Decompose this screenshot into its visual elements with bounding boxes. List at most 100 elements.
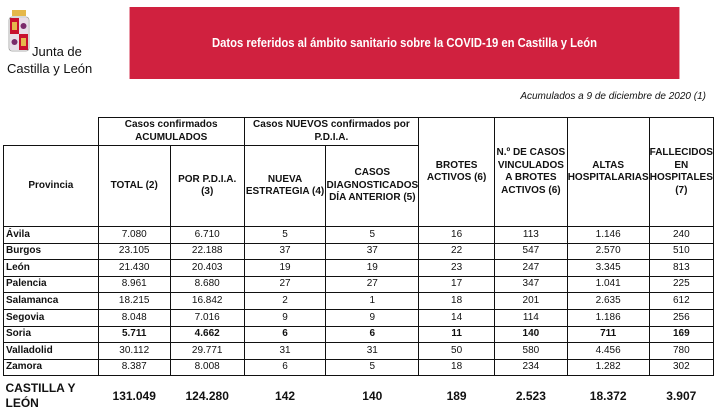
value-cell: 547 — [494, 242, 568, 261]
value-cell: 225 — [648, 275, 714, 294]
value-cell: 8.680 — [169, 275, 245, 294]
value-cell: 2.570 — [566, 242, 650, 261]
value-cell: 234 — [494, 358, 568, 377]
column-header: NUEVA ESTRATEGIA (4) — [243, 145, 327, 227]
province-cell: Salamanca — [3, 292, 99, 310]
value-cell: 16 — [418, 226, 496, 244]
value-cell: 31 — [243, 342, 327, 360]
value-cell: 7.080 — [97, 226, 171, 244]
value-cell: 17 — [418, 275, 496, 294]
value-cell: 201 — [494, 292, 568, 310]
table-row: Segovia 8.048 7.016 9 9 14 114 1.186 256 — [3, 308, 714, 327]
value-cell: 18.215 — [97, 292, 171, 310]
value-cell: 30.112 — [97, 342, 171, 360]
total-value: 142 — [275, 388, 296, 403]
value-cell: 29.771 — [169, 342, 245, 360]
column-header: POR P.D.I.A. (3) — [169, 145, 245, 227]
value-cell: 240 — [648, 226, 714, 244]
province-cell: Palencia — [3, 275, 99, 294]
province-cell: León — [3, 259, 99, 277]
value-cell: 4.456 — [566, 342, 650, 360]
value-cell: 21.430 — [97, 259, 171, 277]
value-cell: 19 — [243, 259, 327, 277]
value-cell: 16.842 — [169, 292, 245, 310]
column-header: BROTES ACTIVOS (6) — [418, 117, 496, 227]
value-cell: 2.635 — [566, 292, 650, 310]
total-value: 189 — [446, 388, 467, 403]
value-cell: 302 — [648, 358, 714, 377]
value-cell: 256 — [648, 308, 714, 327]
value-cell: 5 — [243, 226, 327, 244]
group-header-accumulated: Casos confirmados ACUMULADOS — [97, 117, 245, 146]
province-cell: Zamora — [3, 358, 99, 377]
province-cell: Burgos — [3, 242, 99, 261]
value-cell: 22.188 — [169, 242, 245, 261]
total-value: 140 — [362, 388, 383, 403]
value-cell: 23 — [418, 259, 496, 277]
total-value: 2.523 — [515, 388, 546, 403]
table-row: Zamora 8.387 8.008 6 5 18 234 1.282 302 — [3, 358, 714, 377]
column-header: ALTAS HOSPITALARIAS — [566, 117, 650, 227]
value-cell: 1.146 — [566, 226, 650, 244]
total-value: 124.280 — [185, 388, 229, 403]
value-cell: 8.008 — [169, 358, 245, 377]
province-cell: Valladolid — [3, 342, 99, 360]
value-cell: 23.105 — [97, 242, 171, 261]
table-row: Palencia 8.961 8.680 27 27 17 347 1.041 225 — [3, 275, 714, 294]
table-row: Soria 5.711 4.662 6 6 11 140 711 169 — [3, 325, 714, 344]
table-row: Ávila 7.080 6.710 5 5 16 113 1.146 240 — [3, 226, 714, 244]
value-cell: 3.345 — [566, 259, 650, 277]
value-cell: 2 — [243, 292, 327, 310]
value-cell: 114 — [494, 308, 568, 327]
column-header: FALLECIDOS EN HOSPITALES (7) — [648, 117, 714, 227]
value-cell: 780 — [648, 342, 714, 360]
coat-of-arms-icon — [8, 10, 30, 52]
value-cell: 20.403 — [169, 259, 245, 277]
page-title-banner: Datos referidos al ámbito sanitario sobr… — [129, 7, 680, 79]
value-cell: 27 — [243, 275, 327, 294]
value-cell: 50 — [418, 342, 496, 360]
province-cell: Soria — [3, 325, 99, 344]
value-cell: 6 — [243, 358, 327, 377]
value-cell: 580 — [494, 342, 568, 360]
date-note: Acumulados a 9 de diciembre de 2020 (1) — [520, 91, 706, 102]
value-cell: 6.710 — [169, 226, 245, 244]
junta-logo: Junta de Castilla y León — [6, 8, 93, 80]
value-cell: 113 — [494, 226, 568, 244]
column-header: N.º DE CASOS VINCULADOS A BROTES ACTIVOS… — [494, 117, 568, 227]
value-cell: 5.711 — [97, 325, 171, 344]
value-cell: 1 — [325, 292, 420, 310]
value-cell: 1.186 — [566, 308, 650, 327]
value-cell: 347 — [494, 275, 568, 294]
value-cell: 612 — [648, 292, 714, 310]
value-cell: 19 — [325, 259, 420, 277]
logo-text: Castilla y León — [7, 61, 93, 76]
value-cell: 8.048 — [97, 308, 171, 327]
value-cell: 7.016 — [169, 308, 245, 327]
value-cell: 4.662 — [169, 325, 245, 344]
value-cell: 6 — [325, 325, 420, 344]
table-row: León 21.430 20.403 19 19 23 247 3.345 813 — [3, 259, 714, 277]
covid-data-table: Casos confirmados ACUMULADOS Casos NUEVO… — [3, 117, 714, 411]
value-cell: 8.387 — [97, 358, 171, 377]
total-label: CASTILLA Y LEÓN — [5, 381, 76, 411]
value-cell: 22 — [418, 242, 496, 261]
value-cell: 37 — [243, 242, 327, 261]
value-cell: 18 — [418, 292, 496, 310]
total-value: 3.907 — [666, 388, 697, 403]
value-cell: 9 — [325, 308, 420, 327]
group-header-new: Casos NUEVOS confirmados por P.D.I.A. — [243, 117, 420, 146]
value-cell: 5 — [325, 226, 420, 244]
table-row: Salamanca 18.215 16.842 2 1 18 201 2.635 612 — [3, 292, 714, 310]
value-cell: 8.961 — [97, 275, 171, 294]
value-cell: 6 — [243, 325, 327, 344]
page-title: Datos referidos al ámbito sanitario sobr… — [211, 36, 598, 50]
total-value: 18.372 — [589, 388, 627, 403]
value-cell: 510 — [648, 242, 714, 261]
value-cell: 11 — [418, 325, 496, 344]
table-row: Valladolid 30.112 29.771 31 31 50 580 4.456 780 — [3, 342, 714, 360]
column-header: CASOS DIAGNOSTICADOS DÍA ANTERIOR (5) — [325, 145, 420, 227]
value-cell: 18 — [418, 358, 496, 377]
value-cell: 813 — [648, 259, 714, 277]
province-cell: Ávila — [3, 226, 99, 244]
